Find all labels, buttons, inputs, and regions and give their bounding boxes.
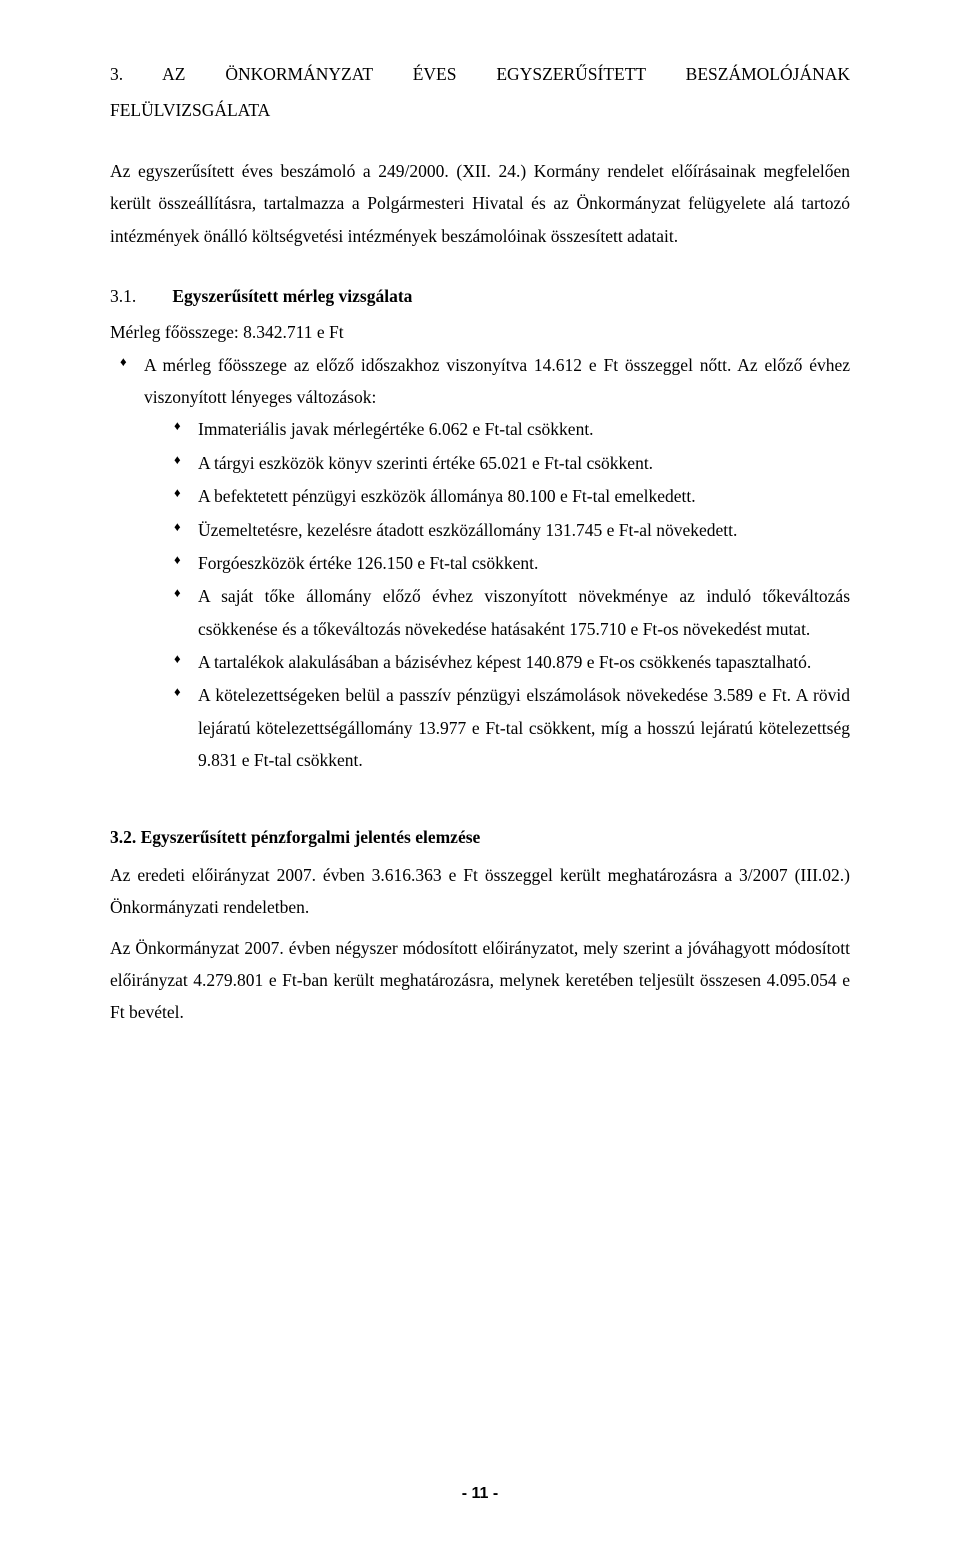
subsection-3-1-title: Egyszerűsített mérleg vizsgálata bbox=[172, 286, 412, 306]
subsection-3-1-heading: 3.1. Egyszerűsített mérleg vizsgálata bbox=[110, 280, 850, 312]
page-number: - 11 - bbox=[0, 1479, 960, 1509]
section-heading-line2: FELÜLVIZSGÁLATA bbox=[110, 94, 850, 126]
section-heading-line1: 3. AZ ÖNKORMÁNYZAT ÉVES EGYSZERŰSÍTETT B… bbox=[110, 58, 850, 90]
subsection-3-1-sublist: Immateriális javak mérlegértéke 6.062 e … bbox=[164, 413, 850, 776]
subsection-3-2-title: 3.2. Egyszerűsített pénzforgalmi jelenté… bbox=[110, 821, 850, 853]
list-item: A mérleg főösszege az előző időszakhoz v… bbox=[110, 349, 850, 777]
list-item: A befektetett pénzügyi eszközök állomány… bbox=[164, 480, 850, 512]
intro-paragraph: Az egyszerűsített éves beszámoló a 249/2… bbox=[110, 155, 850, 252]
subsection-3-2-paragraph-1: Az eredeti előirányzat 2007. évben 3.616… bbox=[110, 859, 850, 924]
list-item: Üzemeltetésre, kezelésre átadott eszközá… bbox=[164, 514, 850, 546]
list-item: A saját tőke állomány előző évhez viszon… bbox=[164, 580, 850, 645]
list-item-text: A mérleg főösszege az előző időszakhoz v… bbox=[144, 355, 850, 407]
subsection-3-2-paragraph-2: Az Önkormányzat 2007. évben négyszer mód… bbox=[110, 932, 850, 1029]
list-item: A tárgyi eszközök könyv szerinti értéke … bbox=[164, 447, 850, 479]
list-item: Immateriális javak mérlegértéke 6.062 e … bbox=[164, 413, 850, 445]
subsection-3-1-list: A mérleg főösszege az előző időszakhoz v… bbox=[110, 349, 850, 777]
subsection-3-1-summary: Mérleg főösszege: 8.342.711 e Ft bbox=[110, 316, 850, 348]
list-item: A tartalékok alakulásában a bázisévhez k… bbox=[164, 646, 850, 678]
list-item: Forgóeszközök értéke 126.150 e Ft-tal cs… bbox=[164, 547, 850, 579]
list-item: A kötelezettségeken belül a passzív pénz… bbox=[164, 679, 850, 776]
subsection-3-1-number: 3.1. bbox=[110, 280, 168, 312]
